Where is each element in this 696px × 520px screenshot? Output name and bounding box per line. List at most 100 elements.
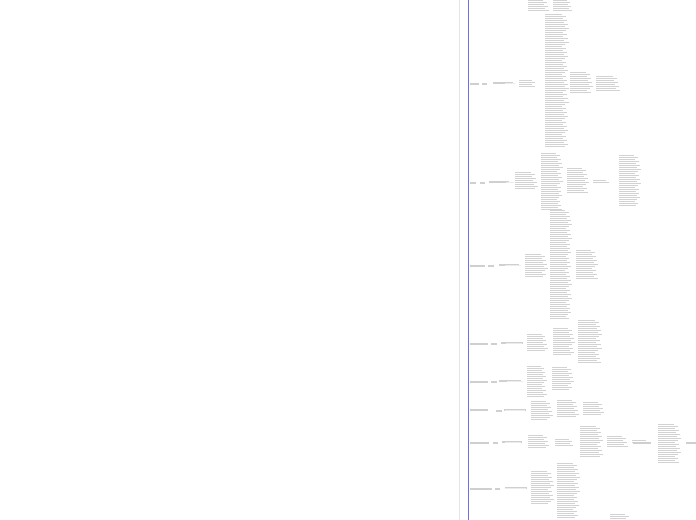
text-line [570,86,593,87]
text-line [583,414,602,415]
text-line [545,96,564,97]
text-line [607,436,623,437]
document-left-border[interactable] [468,0,469,520]
text-line [658,456,675,457]
text-line [525,258,543,259]
text-line [550,244,570,245]
text-line [550,222,569,223]
text-line [570,76,588,77]
text-line [527,348,548,349]
text-line [557,475,576,476]
text-line [580,438,599,439]
text-line [553,2,571,3]
text-line [545,26,565,27]
text-line [550,252,572,253]
text-line [545,126,568,127]
text-line [596,84,615,85]
text-line [550,312,572,313]
text-line [550,278,568,279]
text-line [545,92,563,93]
text-line [576,252,596,253]
text-line [619,205,636,206]
text-line [567,192,588,193]
text-line [531,471,548,472]
text-line [550,318,570,319]
text-line [541,191,562,192]
text-line [550,292,567,293]
text-line [550,238,572,239]
text-line [545,132,565,133]
text-line [531,407,552,408]
text-line [550,262,571,263]
text-line [578,332,598,333]
text-line [583,406,600,407]
text-block [557,400,579,418]
text-line [596,80,614,81]
text-line [557,416,576,417]
text-line [545,22,564,23]
text-line [619,155,635,156]
text-line [541,177,562,178]
text-line [619,193,640,194]
text-line [557,410,578,411]
text-line [545,44,566,45]
text-line [541,183,560,184]
text-line [545,48,567,49]
text-line [557,493,577,494]
text-line [552,383,571,384]
text-line [619,175,639,176]
text-line [545,24,568,25]
text-line [531,497,550,498]
text-line [531,493,549,494]
text-line [619,189,639,190]
text-line [576,268,593,269]
text-line [570,90,587,91]
text-line [557,400,573,401]
text-line [557,487,579,488]
connector-line [505,488,526,489]
text-line [580,452,599,453]
text-line [570,92,591,93]
text-line [557,517,576,518]
text-line [545,54,565,55]
text-line [541,187,561,188]
text-line [531,413,550,414]
text-line [545,122,567,123]
text-line [525,256,545,257]
text-line [545,140,567,141]
text-line [550,258,570,259]
text-line [541,207,559,208]
text-line [567,190,584,191]
text-line [552,369,572,370]
text-line [541,153,557,154]
text-line [619,177,636,178]
text-line [570,80,588,81]
mindmap-label [493,82,513,84]
text-line [545,58,566,59]
text-line [557,499,575,500]
text-line [527,382,545,383]
text-line [576,254,593,255]
text-line [552,381,574,382]
text-line [567,178,588,179]
text-line [580,432,601,433]
text-line [545,14,562,15]
text-line [541,193,559,194]
text-line [515,188,535,189]
text-line [527,388,543,389]
text-line [553,348,573,349]
text-line [596,90,620,91]
text-line [658,448,680,449]
text-line [580,442,600,443]
text-block [528,0,550,12]
text-line [553,6,572,7]
text-line [619,183,641,184]
text-line [527,386,545,387]
text-line [550,304,570,305]
text-line [553,330,573,331]
text-line [531,477,552,478]
text-line [527,372,546,373]
text-line [658,436,677,437]
text-line [567,168,583,169]
text-line [528,435,544,436]
